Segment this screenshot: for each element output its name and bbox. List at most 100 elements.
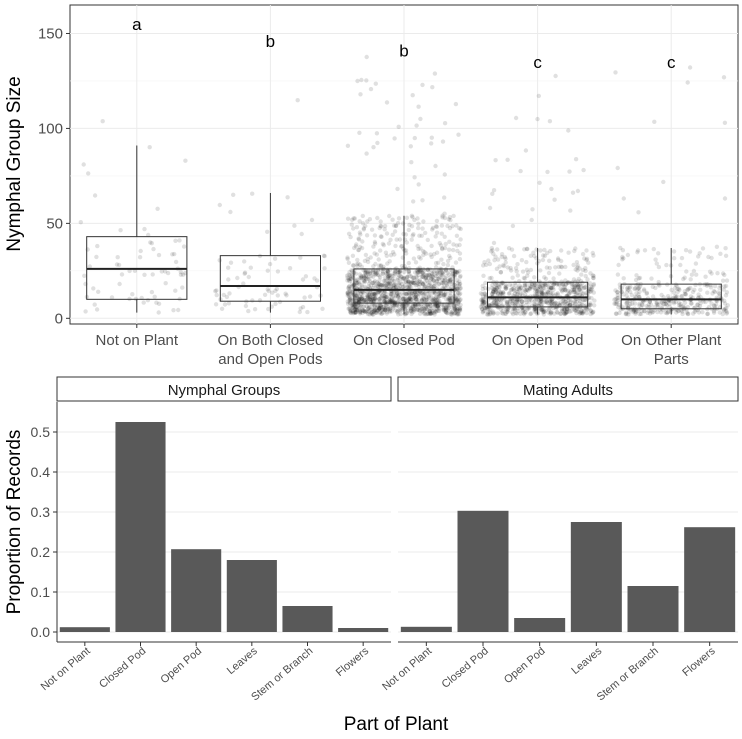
- jitter-point: [499, 303, 504, 309]
- jitter-point: [538, 268, 543, 273]
- jitter-point: [371, 296, 377, 302]
- jitter-point: [548, 310, 554, 315]
- jitter-point: [424, 273, 429, 278]
- jitter-point: [432, 269, 437, 274]
- jitter-point: [411, 298, 416, 304]
- jitter-point: [356, 261, 361, 266]
- jitter-point: [559, 307, 565, 312]
- jitter-point: [448, 284, 454, 290]
- jitter-point: [426, 280, 431, 285]
- jitter-point: [723, 253, 729, 258]
- y-tick-label: 0.3: [31, 504, 51, 520]
- jitter-point: [442, 172, 447, 177]
- jitter-point: [408, 305, 413, 310]
- jitter-point: [360, 289, 365, 295]
- jitter-point: [377, 273, 382, 278]
- jitter-point: [532, 275, 537, 280]
- jitter-point: [492, 287, 497, 292]
- jitter-point: [454, 288, 460, 294]
- jitter-point: [406, 297, 411, 302]
- jitter-point: [252, 307, 258, 312]
- jitter-point: [409, 305, 414, 310]
- jitter-point: [362, 275, 367, 280]
- jitter-point: [575, 282, 580, 287]
- jitter-point: [721, 307, 727, 312]
- jitter-point: [257, 298, 263, 303]
- jitter-point: [454, 306, 459, 311]
- jitter-point: [431, 278, 436, 283]
- jitter-point: [413, 303, 418, 309]
- jitter-point: [579, 272, 584, 277]
- jitter-point: [447, 279, 452, 285]
- jitter-point: [369, 310, 374, 316]
- jitter-point: [375, 290, 381, 295]
- jitter-point: [369, 227, 375, 232]
- jitter-point: [505, 299, 510, 304]
- jitter-point: [371, 145, 376, 150]
- jitter-point: [545, 300, 550, 306]
- jitter-point: [178, 269, 183, 275]
- jitter-point: [480, 309, 486, 314]
- x-tick-label: On Both Closed: [217, 332, 323, 349]
- jitter-point: [409, 280, 415, 285]
- jitter-point: [451, 303, 456, 308]
- jitter-point: [549, 299, 554, 305]
- y-tick-label: 100: [38, 120, 63, 137]
- jitter-point: [422, 306, 427, 312]
- jitter-point: [513, 283, 518, 288]
- jitter-point: [397, 307, 402, 312]
- jitter-point: [443, 307, 448, 312]
- jitter-point: [522, 247, 527, 252]
- jitter-point: [385, 281, 391, 286]
- jitter-point: [631, 308, 637, 314]
- jitter-point: [374, 310, 379, 315]
- jitter-point: [524, 282, 530, 287]
- jitter-point: [569, 282, 575, 287]
- jitter-point: [361, 304, 367, 309]
- x-tick-label: Closed Pod: [440, 645, 491, 691]
- jitter-point: [575, 268, 580, 273]
- jitter-point: [396, 282, 402, 287]
- jitter-point: [590, 310, 595, 315]
- jitter-point: [567, 303, 573, 308]
- jitter-point: [503, 260, 508, 265]
- jitter-point: [435, 304, 440, 309]
- jitter-point: [420, 309, 425, 314]
- jitter-point: [508, 287, 514, 293]
- jitter-point: [572, 248, 577, 254]
- jitter-point: [368, 307, 373, 312]
- jitter-point: [504, 284, 509, 289]
- jitter-point: [388, 308, 393, 313]
- jitter-point: [359, 295, 364, 300]
- jitter-point: [242, 270, 248, 275]
- jitter-point: [540, 257, 546, 263]
- jitter-point: [589, 287, 595, 292]
- jitter-point: [378, 263, 383, 269]
- jitter-point: [577, 287, 582, 292]
- jitter-point: [415, 269, 420, 274]
- jitter-point: [367, 297, 373, 302]
- jitter-point: [409, 297, 414, 303]
- facet-strips: Nymphal Groups Mating Adults: [56, 376, 739, 402]
- jitter-point: [300, 277, 306, 282]
- jitter-point: [431, 270, 436, 275]
- significance-letter: c: [533, 53, 542, 72]
- jitter-point: [581, 285, 587, 291]
- jitter-point: [435, 303, 441, 308]
- jitter-point: [406, 280, 411, 285]
- jitter-point: [513, 300, 518, 305]
- jitter-point: [491, 286, 496, 292]
- jitter-point: [511, 253, 517, 259]
- jitter-point: [542, 275, 547, 280]
- jitter-point: [356, 237, 362, 242]
- jitter-point: [422, 275, 427, 281]
- jitter-point: [369, 310, 374, 315]
- jitter-point: [454, 243, 459, 248]
- jitter-point: [412, 307, 417, 312]
- jitter-point: [505, 309, 510, 315]
- jitter-point: [429, 311, 435, 316]
- jitter-point: [409, 237, 414, 242]
- jitter-point: [682, 300, 688, 305]
- jitter-point: [349, 290, 355, 295]
- jitter-point: [384, 282, 389, 287]
